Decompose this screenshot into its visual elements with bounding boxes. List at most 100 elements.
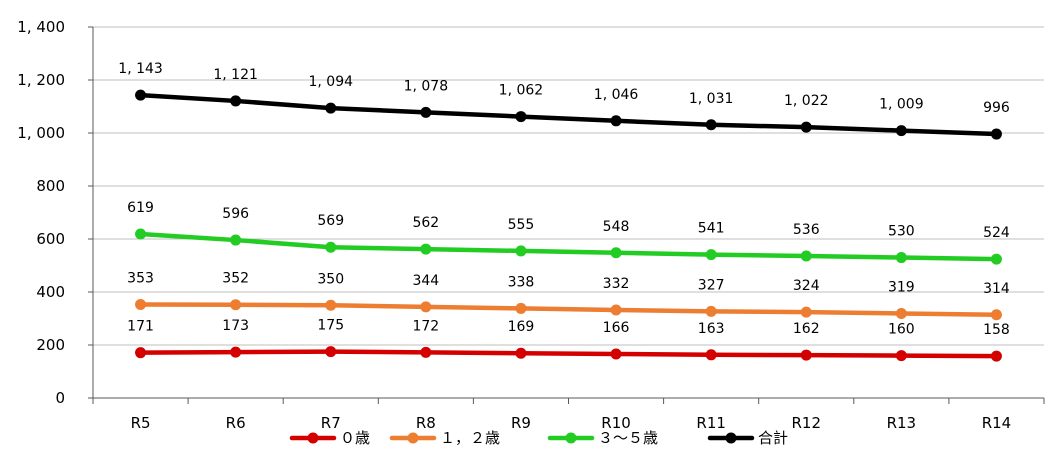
data-label: 524 [983,225,1010,241]
data-label: 314 [983,281,1010,297]
y-tick-label: 600 [36,230,65,248]
y-tick-label: 400 [36,283,65,301]
data-label: 996 [983,100,1010,116]
data-label: 332 [603,276,630,292]
data-label: 175 [317,318,344,334]
data-point [705,119,717,131]
x-tick-label: R13 [887,414,917,432]
legend-label: ３～５歳 [598,429,658,447]
data-label: 353 [127,270,154,286]
data-point [895,307,907,319]
data-point [135,89,147,101]
data-label: 619 [127,200,154,216]
data-point [515,245,527,257]
data-label: 324 [793,278,820,294]
legend-item: 合計 [707,429,788,447]
data-label: 344 [412,273,439,289]
x-tick-label: R9 [511,414,531,432]
data-label: 160 [888,322,915,338]
data-point [230,346,242,358]
data-label: 158 [983,322,1010,338]
data-point [800,349,812,361]
data-point [230,234,242,246]
data-label: 327 [698,277,725,293]
y-tick-label: 200 [36,336,65,354]
data-point [610,348,622,360]
y-tick-label: 1, 000 [17,124,65,142]
data-point [135,228,147,240]
data-label: 1, 143 [118,61,163,77]
data-point [515,302,527,314]
data-label: 562 [412,215,439,231]
y-axis: 0 200 400 600 800 1, 000 1, 200 1, 400 [17,18,94,407]
data-point [990,253,1002,265]
data-point [895,252,907,264]
data-point [610,304,622,316]
data-labels: 171 173 175 172 169 166 163 162 160 158 353 352 350 3… [118,61,1010,338]
series-line [138,92,999,137]
data-point [705,305,717,317]
data-label: 555 [508,217,535,233]
data-label: 1, 022 [784,93,829,109]
data-label: 548 [603,219,630,235]
data-label: 172 [412,318,439,334]
data-point [230,95,242,107]
data-point [325,241,337,253]
data-label: 569 [317,213,344,229]
data-label: 166 [603,320,630,336]
data-point [610,115,622,127]
data-label: 1, 062 [499,83,544,99]
data-point [610,247,622,259]
y-tick-label: 1, 400 [17,18,65,36]
data-point [895,350,907,362]
data-point [420,346,432,358]
series-line [138,349,999,359]
data-label: 173 [222,318,249,334]
series-lines [135,89,1002,362]
x-tick-label: R12 [791,414,821,432]
series-line [138,231,999,262]
x-tick-label: R7 [321,414,341,432]
data-point [135,347,147,359]
data-label: 536 [793,222,820,238]
x-tick-label: R8 [416,414,436,432]
data-label: 541 [698,221,725,237]
legend: ０歳 １，２歳 ３～５歳 合計 [289,429,788,447]
data-point [420,301,432,313]
data-label: 171 [127,319,154,335]
data-point [895,125,907,137]
data-point [705,349,717,361]
legend-swatch-marker [307,432,319,444]
legend-label: 合計 [758,429,788,447]
legend-item: ３～５歳 [547,429,658,447]
x-tick-label: R6 [226,414,246,432]
x-tick-label: R11 [696,414,726,432]
data-point [325,102,337,114]
data-label: 530 [888,224,915,240]
data-label: 163 [698,321,725,337]
data-point [420,243,432,255]
legend-item: ０歳 [289,429,370,447]
data-point [230,299,242,311]
data-label: 1, 031 [689,91,734,107]
data-point [800,306,812,318]
y-tick-label: 1, 200 [17,71,65,89]
series-line [138,302,999,318]
data-label: 350 [317,271,344,287]
legend-item: １，２歳 [389,429,500,447]
y-tick-label: 0 [55,389,65,407]
legend-swatch-marker [407,432,419,444]
data-label: 162 [793,321,820,337]
x-tick-label: R14 [982,414,1012,432]
data-label: 596 [222,206,249,222]
legend-swatch-marker [565,432,577,444]
data-point [515,111,527,123]
data-point [420,106,432,118]
data-point [800,250,812,262]
legend-swatch-marker [725,432,737,444]
x-axis: R5 R6 R7 R8 R9 R10 R11 R12 R13 R14 [92,397,1045,432]
data-label: 1, 094 [308,74,353,90]
data-point [135,298,147,310]
x-tick-label: R5 [131,414,151,432]
